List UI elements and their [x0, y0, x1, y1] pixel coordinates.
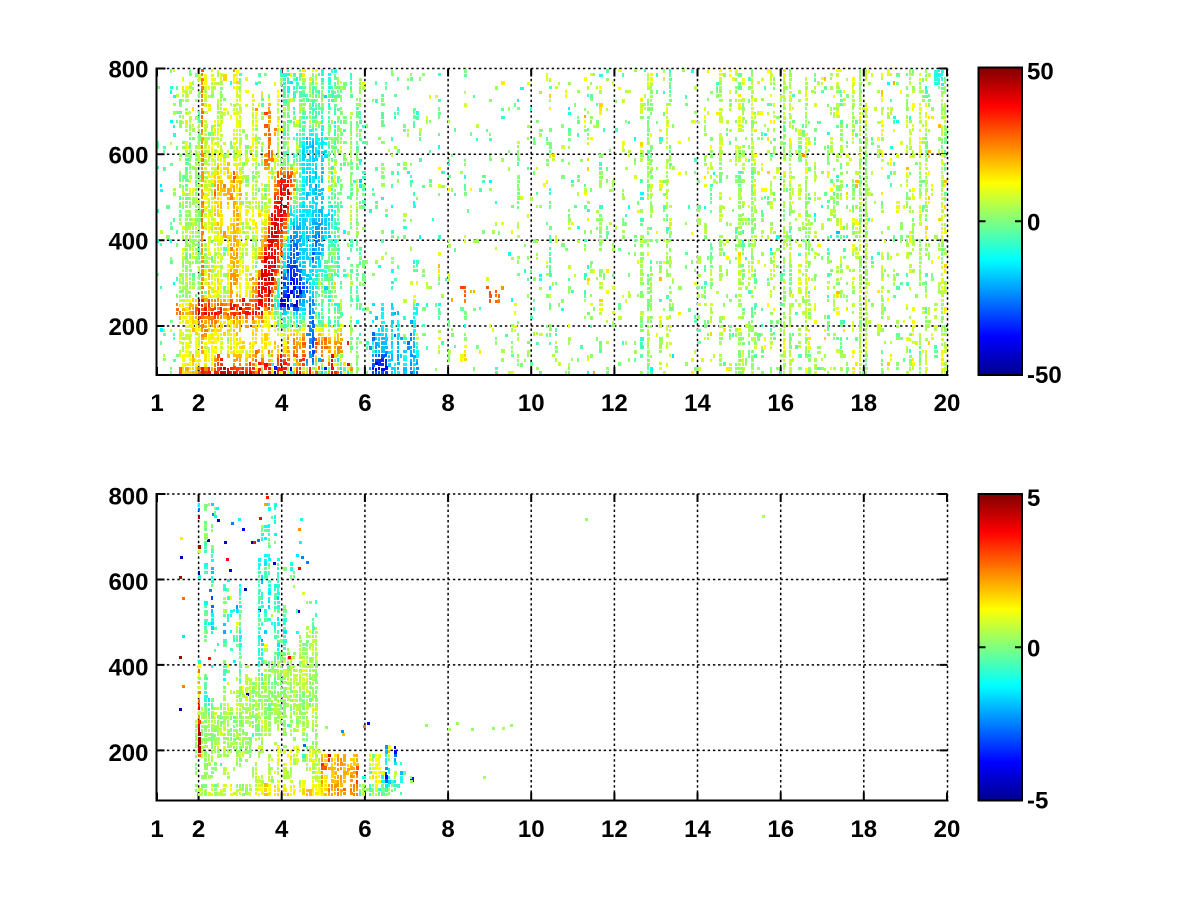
svg-text:12: 12 [601, 816, 628, 843]
svg-text:14: 14 [684, 390, 711, 417]
svg-text:2: 2 [192, 390, 205, 417]
svg-text:400: 400 [108, 228, 148, 255]
svg-text:20: 20 [934, 816, 961, 843]
svg-text:0: 0 [1027, 209, 1040, 236]
svg-text:6: 6 [358, 816, 371, 843]
svg-text:600: 600 [108, 142, 148, 169]
svg-text:400: 400 [108, 654, 148, 681]
svg-text:800: 800 [108, 483, 148, 510]
svg-text:12: 12 [601, 390, 628, 417]
svg-text:8: 8 [441, 816, 454, 843]
svg-text:20: 20 [934, 390, 961, 417]
svg-text:200: 200 [108, 740, 148, 767]
svg-text:4: 4 [275, 816, 289, 843]
svg-text:14: 14 [684, 816, 711, 843]
svg-text:50: 50 [1027, 59, 1054, 86]
svg-text:18: 18 [850, 390, 877, 417]
svg-text:5: 5 [1027, 485, 1040, 512]
svg-text:18: 18 [850, 816, 877, 843]
svg-text:800: 800 [108, 57, 148, 84]
svg-text:10: 10 [518, 390, 545, 417]
svg-text:6: 6 [358, 390, 371, 417]
svg-text:1: 1 [150, 816, 163, 843]
svg-text:-5: -5 [1027, 788, 1048, 815]
svg-text:600: 600 [108, 569, 148, 596]
svg-text:1: 1 [150, 390, 163, 417]
svg-text:16: 16 [767, 816, 794, 843]
svg-text:2: 2 [192, 816, 205, 843]
svg-text:10: 10 [518, 816, 545, 843]
svg-text:200: 200 [108, 314, 148, 341]
svg-text:0: 0 [1027, 635, 1040, 662]
svg-text:16: 16 [767, 390, 794, 417]
svg-text:-50: -50 [1027, 362, 1062, 389]
svg-text:8: 8 [441, 390, 454, 417]
svg-text:4: 4 [275, 390, 289, 417]
